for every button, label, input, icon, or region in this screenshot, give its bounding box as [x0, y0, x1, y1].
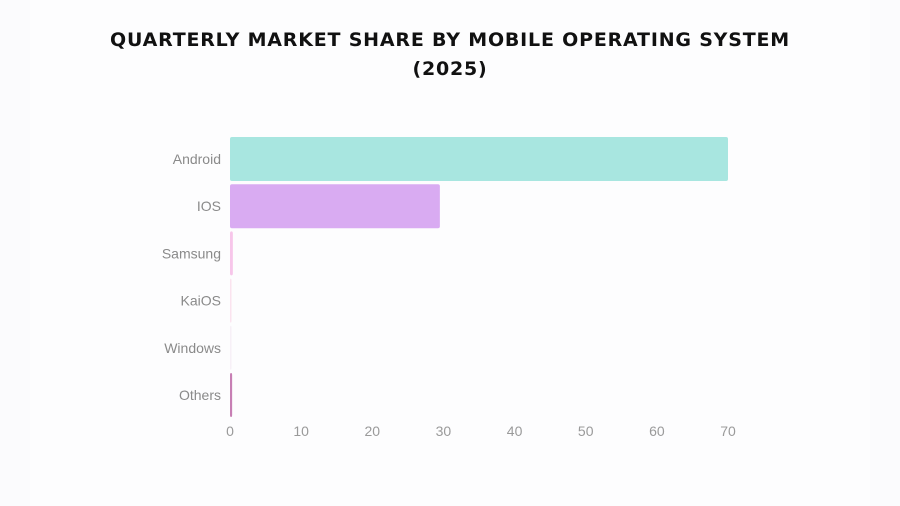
category-label-windows: Windows: [164, 340, 221, 356]
bar-ios: [230, 184, 440, 229]
x-tick-label-50: 50: [578, 423, 594, 439]
category-label-others: Others: [179, 387, 221, 403]
chart-title-line-1: QUARTERLY MARKET SHARE BY MOBILE OPERATI…: [110, 29, 790, 51]
bar-others: [230, 373, 233, 417]
x-axis-tick-labels-group: 0 10 20 30 40 50 60 70: [226, 423, 736, 439]
category-label-kaios: KaiOS: [181, 293, 221, 309]
x-tick-label-10: 10: [293, 423, 309, 439]
x-tick-label-70: 70: [720, 423, 736, 439]
x-tick-label-20: 20: [364, 423, 380, 439]
bars-group: [230, 137, 728, 417]
category-label-android: Android: [173, 151, 221, 167]
bar-android: [230, 137, 728, 181]
chart-title: QUARTERLY MARKET SHARE BY MOBILE OPERATI…: [0, 26, 900, 84]
bar-kaios: [230, 278, 232, 323]
x-tick-label-30: 30: [436, 423, 452, 439]
chart-background: [30, 0, 870, 506]
category-labels-group: Android IOS Samsung KaiOS Windows Others: [162, 151, 221, 403]
chart-title-line-2: (2025): [412, 58, 488, 80]
bar-windows: [230, 325, 232, 370]
x-tick-label-0: 0: [226, 423, 234, 439]
bar-samsung: [230, 231, 233, 276]
category-label-samsung: Samsung: [162, 245, 221, 261]
x-tick-label-60: 60: [649, 423, 665, 439]
category-label-ios: IOS: [197, 198, 221, 214]
x-tick-label-40: 40: [507, 423, 523, 439]
